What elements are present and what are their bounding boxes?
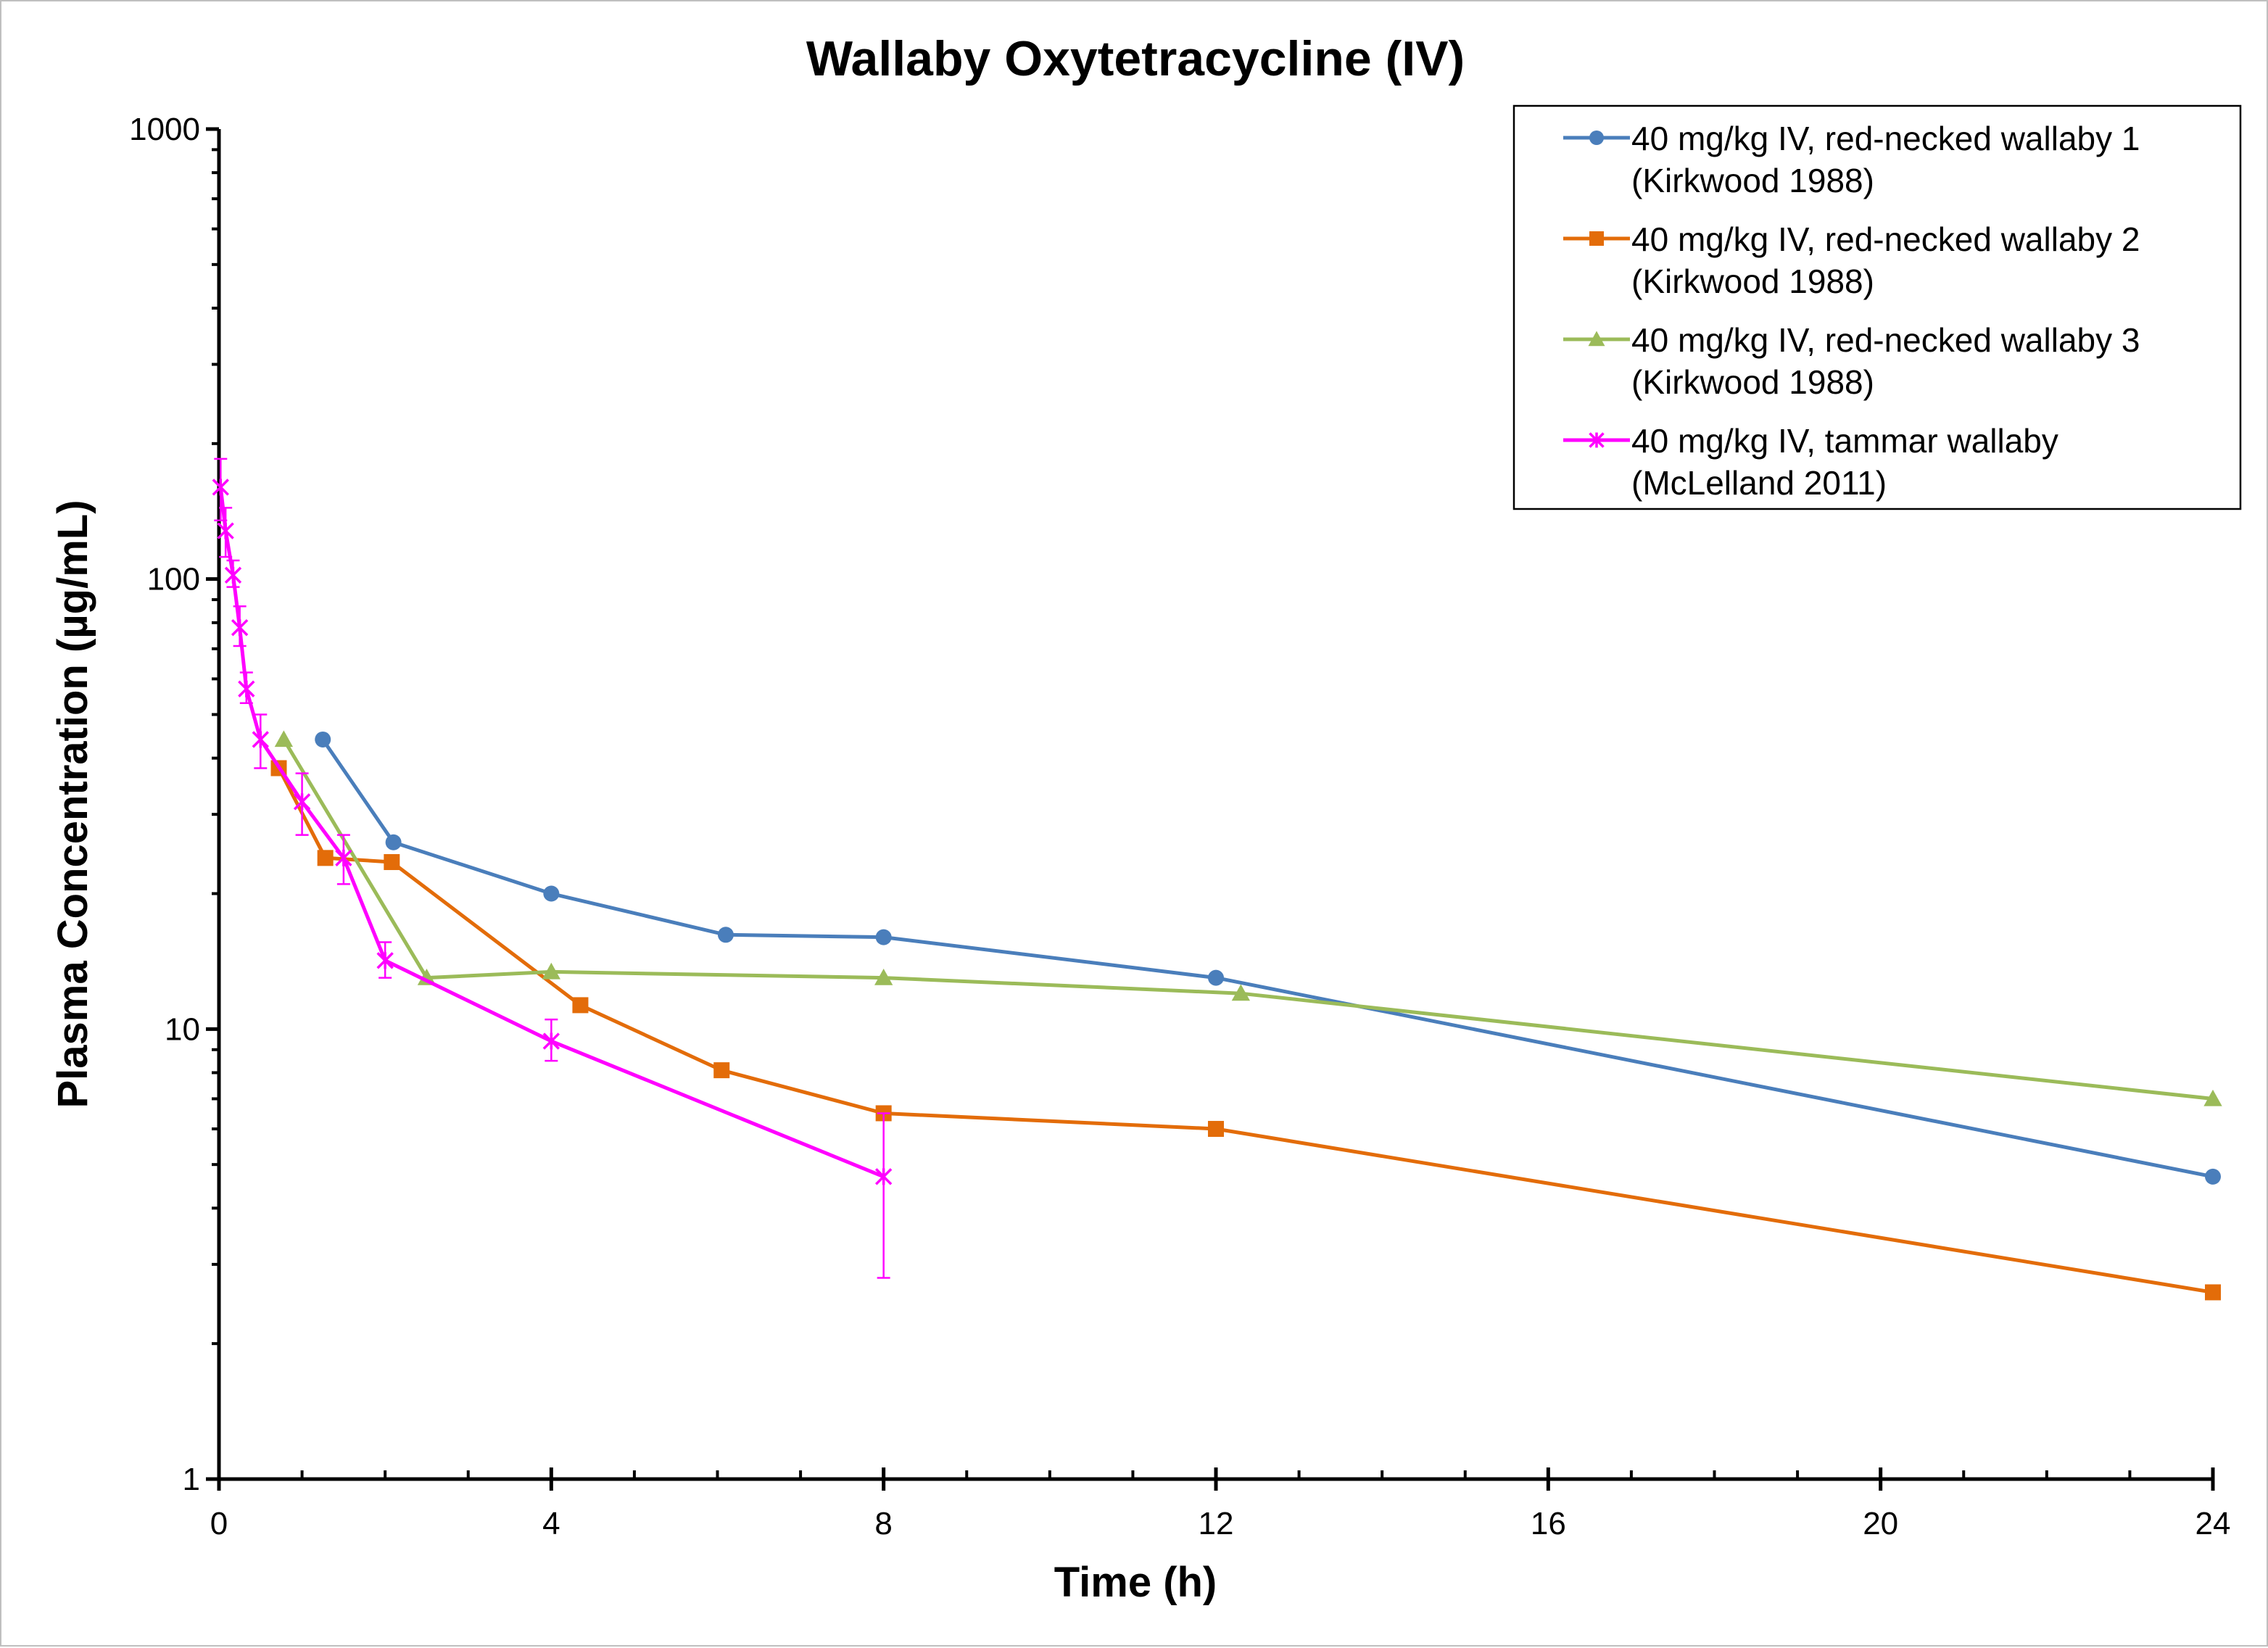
legend-label: (Kirkwood 1988) bbox=[1631, 363, 1874, 401]
y-tick-label: 10 bbox=[165, 1011, 200, 1047]
data-point bbox=[2205, 1284, 2221, 1301]
data-point bbox=[224, 566, 242, 584]
x-tick-label: 16 bbox=[1531, 1506, 1566, 1541]
data-point bbox=[1231, 984, 1251, 1001]
x-axis-title: Time (h) bbox=[1054, 1559, 1217, 1606]
legend-label: 40 mg/kg IV, red-necked wallaby 1 bbox=[1631, 120, 2140, 157]
data-point bbox=[713, 1062, 730, 1079]
data-point bbox=[317, 850, 334, 866]
x-tick-label: 24 bbox=[2195, 1506, 2231, 1541]
series-2 bbox=[270, 760, 2221, 1301]
data-point bbox=[717, 927, 734, 943]
chart-title: Wallaby Oxytetracycline (IV) bbox=[806, 31, 1465, 86]
data-point bbox=[231, 618, 249, 637]
data-point bbox=[293, 793, 311, 811]
y-tick-label: 1 bbox=[183, 1462, 200, 1497]
legend-entry-1: 40 mg/kg IV, red-necked wallaby 1 (Kirkwo… bbox=[1563, 120, 2140, 199]
legend-box bbox=[1512, 104, 2242, 510]
data-point bbox=[315, 731, 331, 748]
legend-entry-2: 40 mg/kg IV, red-necked wallaby 2 (Kirkwo… bbox=[1563, 220, 2140, 300]
data-point bbox=[542, 962, 560, 980]
data-point bbox=[217, 522, 234, 539]
data-point bbox=[238, 680, 255, 697]
data-point bbox=[384, 854, 400, 871]
x-tick-label: 0 bbox=[210, 1506, 228, 1541]
x-tick-label: 12 bbox=[1199, 1506, 1234, 1541]
series-line bbox=[218, 486, 885, 1179]
legend: 40 mg/kg IV, red-necked wallaby 1 (Kirkwo… bbox=[1512, 104, 2242, 510]
data-point bbox=[2205, 1168, 2221, 1185]
series-3 bbox=[274, 730, 2222, 1106]
data-point bbox=[543, 885, 560, 902]
axes: 1 10 100 1000 0 4 8 12 16 20 24 bbox=[129, 112, 2230, 1541]
data-point bbox=[875, 929, 892, 945]
data-point bbox=[1208, 969, 1224, 986]
legend-label: (McLelland 2011) bbox=[1631, 464, 1887, 502]
legend-label: (Kirkwood 1988) bbox=[1631, 262, 1874, 300]
data-point bbox=[1208, 1121, 1224, 1138]
data-point bbox=[376, 952, 394, 969]
y-axis-title: Plasma Concentration (µg/mL) bbox=[49, 500, 96, 1108]
legend-label: 40 mg/kg IV, tammar wallaby bbox=[1631, 422, 2058, 460]
series-line bbox=[282, 738, 2214, 1101]
legend-swatch-marker bbox=[1589, 231, 1604, 246]
data-point bbox=[2203, 1089, 2222, 1106]
data-point bbox=[572, 997, 589, 1014]
data-point bbox=[874, 968, 893, 985]
legend-label: (Kirkwood 1988) bbox=[1631, 162, 1874, 199]
data-point bbox=[385, 834, 402, 850]
legend-swatch-marker bbox=[1589, 131, 1604, 145]
x-tick-label: 4 bbox=[542, 1506, 560, 1541]
data-point bbox=[212, 479, 229, 496]
plot-area bbox=[212, 457, 2222, 1301]
data-point bbox=[542, 1032, 560, 1050]
legend-entry-3: 40 mg/kg IV, red-necked wallaby 3 (Kirkwo… bbox=[1563, 321, 2140, 401]
series-1 bbox=[315, 731, 2221, 1185]
data-point bbox=[335, 849, 352, 867]
x-tick-label: 8 bbox=[874, 1506, 892, 1541]
legend-swatch-marker bbox=[1588, 331, 1605, 347]
legend-swatch-marker bbox=[1589, 432, 1605, 448]
y-tick-label: 100 bbox=[147, 562, 200, 597]
data-point bbox=[252, 731, 269, 748]
legend-label: 40 mg/kg IV, red-necked wallaby 2 bbox=[1631, 220, 2140, 258]
legend-entry-4: 40 mg/kg IV, tammar wallaby (McLelland 20… bbox=[1563, 422, 2058, 502]
y-tick-label: 1000 bbox=[129, 112, 200, 147]
legend-label: 40 mg/kg IV, red-necked wallaby 3 bbox=[1631, 321, 2140, 359]
data-point bbox=[874, 1168, 893, 1185]
series-line bbox=[277, 767, 2214, 1294]
data-point bbox=[274, 730, 294, 748]
series-4 bbox=[212, 457, 893, 1279]
x-tick-label: 20 bbox=[1863, 1506, 1898, 1541]
series-line bbox=[321, 738, 2214, 1179]
